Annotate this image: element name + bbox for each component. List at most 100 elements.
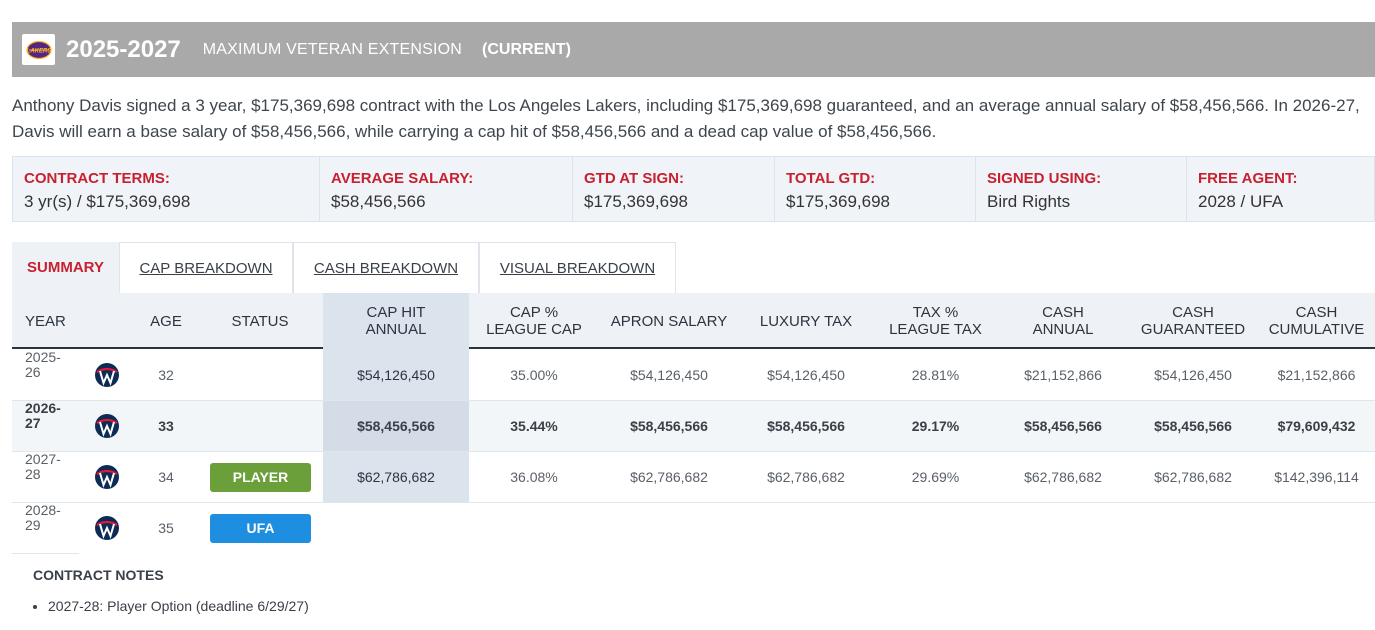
term-label: Contract Terms: — [24, 170, 170, 187]
lux-cell: $54,126,450 — [767, 367, 845, 383]
term-free-agent: Free Agent: 2028 / UFA — [1187, 157, 1374, 221]
year-end: 28 — [25, 466, 41, 482]
table-row-current: 2026- 27 33 $58,456,566 35.44% $58,456,5… — [12, 401, 1375, 452]
table-row: 2028- 29 — [12, 503, 79, 554]
age-cell: 35 — [158, 520, 174, 536]
year-start: 2027- — [25, 451, 61, 467]
contract-notes-title: CONTRACT NOTES — [33, 567, 164, 583]
age-cell: 34 — [158, 469, 174, 485]
term-value: 3 yr(s) / $175,369,698 — [24, 192, 191, 211]
apron-cell: $58,456,566 — [630, 418, 708, 434]
term-average-salary: Average Salary: $58,456,566 — [320, 157, 573, 221]
apron-cell: $54,126,450 — [630, 367, 708, 383]
cap-pct-cell: 35.44% — [510, 418, 558, 434]
tab-cash-breakdown[interactable]: CASH BREAKDOWN — [293, 242, 479, 293]
table-row: 2025- 26 32 $54,126,450 35.00% $54,126,4… — [12, 350, 1375, 401]
cap-pct-cell: 36.08% — [510, 469, 558, 485]
col-tax-pct-line1: TAX % — [912, 304, 959, 321]
age-cell: 33 — [158, 418, 174, 434]
col-cap-pct: CAP % LEAGUE CAP — [469, 293, 599, 349]
year-cell: 2025- 26 — [25, 350, 75, 400]
term-value: $175,369,698 — [584, 192, 688, 211]
tab-cap-breakdown[interactable]: CAP BREAKDOWN — [119, 242, 293, 293]
term-value: $175,369,698 — [786, 192, 890, 211]
term-label: Total GTD: — [786, 170, 876, 187]
col-cash-guaranteed: CASH GUARANTEED — [1128, 293, 1258, 349]
year-cell: 2028- 29 — [25, 503, 75, 553]
cap-pct-cell: 35.00% — [510, 367, 558, 383]
ufa-badge: UFA — [210, 513, 311, 543]
col-cap-pct-line2: LEAGUE CAP — [486, 321, 582, 338]
col-luxury-tax: LUXURY TAX — [759, 312, 853, 330]
col-apron-salary: APRON SALARY — [610, 312, 728, 330]
col-cap-hit-line1: CAP HIT — [366, 304, 426, 321]
tax-pct-cell: 29.17% — [911, 418, 960, 434]
cash-annual-cell: $58,456,566 — [1024, 418, 1102, 434]
col-cash-cum-line1: CASH — [1295, 304, 1338, 321]
cash-gtd-cell: $62,786,682 — [1154, 469, 1232, 485]
term-value: $58,456,566 — [331, 192, 426, 211]
cash-cum-cell: $79,609,432 — [1277, 418, 1356, 434]
cash-cum-cell: $142,396,114 — [1274, 469, 1359, 485]
apron-cell: $62,786,682 — [630, 469, 708, 485]
col-cash-gtd-line2: GUARANTEED — [1140, 321, 1246, 338]
cash-gtd-cell: $54,126,450 — [1154, 367, 1232, 383]
wizards-logo-icon — [92, 350, 122, 400]
table-header: YEAR AGE STATUS CAP HIT ANNUAL CAP % LEA… — [12, 293, 1375, 349]
term-label: Signed Using: — [987, 170, 1102, 187]
year-start: 2028- — [25, 502, 61, 518]
col-tax-pct-line2: LEAGUE TAX — [889, 321, 982, 338]
term-gtd-at-sign: GTD at Sign: $175,369,698 — [573, 157, 775, 221]
col-age: AGE — [150, 312, 182, 330]
status-cell: UFA — [210, 503, 311, 553]
cap-hit-cell: $54,126,450 — [357, 367, 435, 383]
cash-annual-cell: $62,786,682 — [1024, 469, 1102, 485]
cap-hit-cell: $58,456,566 — [357, 418, 435, 434]
col-cash-cum-line2: CUMULATIVE — [1268, 321, 1365, 338]
age-cell: 32 — [158, 367, 174, 383]
svg-text:LAKERS: LAKERS — [26, 48, 51, 54]
year-start: 2025- — [25, 349, 61, 365]
term-label: GTD at Sign: — [584, 170, 684, 187]
lux-cell: $58,456,566 — [767, 418, 845, 434]
cash-annual-cell: $21,152,866 — [1024, 367, 1102, 383]
cap-hit-cell: $62,786,682 — [357, 469, 435, 485]
status-cell: PLAYER — [210, 452, 311, 502]
current-label: (CURRENT) — [482, 40, 571, 58]
col-status: STATUS — [231, 312, 289, 330]
contract-notes-list: 2027-28: Player Option (deadline 6/29/27… — [48, 598, 309, 614]
tab-summary[interactable]: SUMMARY — [12, 242, 119, 293]
term-value: 2028 / UFA — [1198, 192, 1284, 211]
col-tax-pct: TAX % LEAGUE TAX — [873, 293, 998, 349]
col-cap-pct-line1: CAP % — [509, 304, 559, 321]
col-cash-annual-line1: CASH — [1042, 304, 1084, 321]
contract-description: Anthony Davis signed a 3 year, $175,369,… — [12, 96, 1360, 141]
term-value: Bird Rights — [987, 192, 1071, 211]
col-cap-hit-line2: ANNUAL — [365, 321, 427, 338]
year-end: 26 — [25, 364, 41, 380]
lux-cell: $62,786,682 — [767, 469, 845, 485]
lakers-logo-icon: LAKERS — [22, 34, 55, 65]
cash-gtd-cell: $58,456,566 — [1154, 418, 1232, 434]
contract-header: LAKERS 2025-2027 MAXIMUM VETERAN EXTENSI… — [12, 22, 1375, 77]
term-total-gtd: Total GTD: $175,369,698 — [775, 157, 976, 221]
contract-years: 2025-2027 — [66, 35, 181, 63]
cap-hit-highlight — [323, 401, 469, 451]
term-signed-using: Signed Using: Bird Rights — [976, 157, 1187, 221]
wizards-logo-icon — [92, 401, 122, 451]
term-label: Free Agent: — [1198, 170, 1298, 187]
term-contract-terms: Contract Terms: 3 yr(s) / $175,369,698 — [13, 157, 320, 221]
year-start: 2026- — [25, 400, 61, 416]
col-cash-cumulative: CASH CUMULATIVE — [1258, 293, 1375, 349]
cash-cum-cell: $21,152,866 — [1277, 367, 1356, 383]
year-end: 27 — [25, 415, 41, 431]
col-cash-gtd-line1: CASH — [1172, 304, 1214, 321]
col-cash-annual: CASH ANNUAL — [998, 293, 1128, 349]
tax-pct-cell: 29.69% — [911, 469, 960, 485]
wizards-logo-icon — [92, 503, 122, 553]
year-cell: 2027- 28 — [25, 452, 75, 502]
tab-visual-breakdown[interactable]: VISUAL BREAKDOWN — [479, 242, 676, 293]
col-cash-annual-line2: ANNUAL — [1032, 321, 1094, 338]
wizards-logo-icon — [92, 452, 122, 502]
col-year: YEAR — [25, 312, 66, 330]
